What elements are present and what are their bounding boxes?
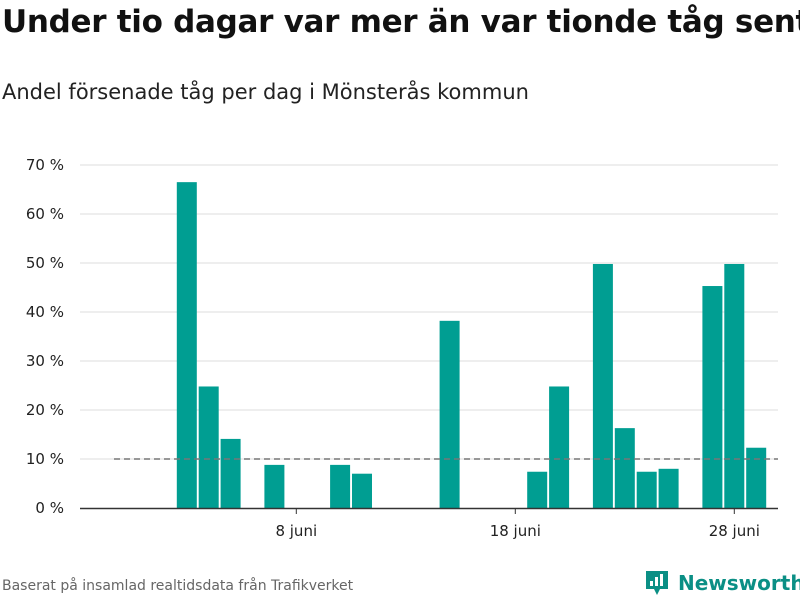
chart-title: Under tio dagar var mer än var tionde tå… bbox=[2, 4, 800, 40]
bar bbox=[724, 263, 745, 508]
bar bbox=[702, 286, 723, 508]
y-tick-label: 30 % bbox=[26, 352, 64, 370]
source-note: Baserat på insamlad realtidsdata från Tr… bbox=[2, 578, 354, 594]
brand-name: Newsworthy bbox=[678, 571, 800, 595]
bar bbox=[352, 473, 372, 508]
bar bbox=[614, 428, 635, 508]
chart-subtitle: Andel försenade tåg per dag i Mönsterås … bbox=[2, 80, 529, 104]
newsworthy-logo-icon bbox=[646, 571, 668, 595]
bar bbox=[746, 447, 767, 508]
y-tick-label: 60 % bbox=[26, 205, 64, 223]
bar bbox=[636, 471, 657, 508]
x-tick-label: 8 juni bbox=[275, 522, 317, 540]
bar bbox=[198, 386, 219, 508]
bar bbox=[592, 263, 613, 508]
bar bbox=[549, 386, 570, 508]
x-tick-label: 18 juni bbox=[490, 522, 541, 540]
bar bbox=[264, 464, 285, 508]
bar bbox=[176, 182, 197, 508]
y-tick-label: 20 % bbox=[26, 401, 64, 419]
bar bbox=[658, 468, 679, 508]
bar bbox=[220, 438, 241, 508]
brand-logo[interactable]: Newsworthy bbox=[644, 569, 800, 597]
x-tick-label: 28 juni bbox=[709, 522, 760, 540]
bar bbox=[439, 320, 460, 508]
y-tick-label: 10 % bbox=[26, 450, 64, 468]
y-tick-label: 40 % bbox=[26, 303, 64, 321]
bar bbox=[330, 464, 351, 508]
bar bbox=[527, 471, 548, 508]
bar-chart: 0 % 10 % 20 % 30 % 40 % 50 % 60 % 70 % 8 juni 18 … bbox=[26, 156, 778, 540]
y-tick-label: 0 % bbox=[35, 499, 64, 517]
y-tick-label: 50 % bbox=[26, 254, 64, 272]
y-tick-label: 70 % bbox=[26, 156, 64, 174]
